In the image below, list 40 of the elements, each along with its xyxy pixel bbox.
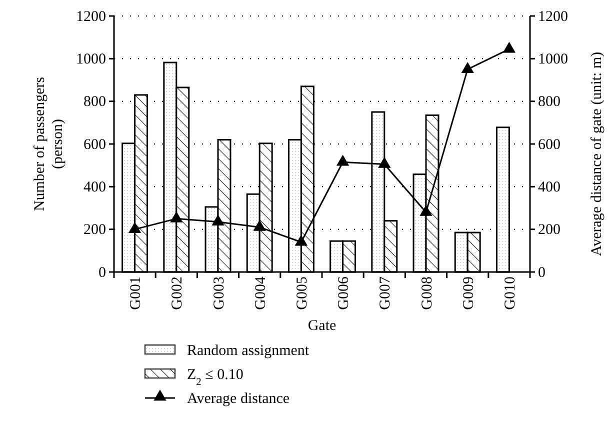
x-tick-label: G008: [419, 276, 436, 310]
point: [212, 214, 224, 226]
x-tick-label: G010: [502, 276, 518, 310]
y2-tick-label: 1200: [538, 8, 568, 25]
point: [128, 222, 142, 234]
point: [420, 204, 432, 216]
point: [502, 42, 516, 53]
y-tick-label: 1200: [76, 8, 106, 25]
x-tick-label: G009: [460, 276, 477, 310]
y-tick-label: 200: [84, 222, 106, 238]
y2-axis-title: Average distance of gate (unit: m): [589, 52, 605, 256]
y2-tick-label: 0: [538, 264, 546, 281]
y2-tick-label: 600: [538, 136, 560, 153]
legend-label: Average distance: [187, 391, 290, 407]
x-tick-label: G006: [336, 276, 352, 310]
y-tick-label: 800: [84, 94, 106, 110]
point: [253, 220, 266, 231]
x-axis-title: Gate: [308, 318, 336, 334]
point: [336, 154, 350, 166]
y2-tick-label: 200: [538, 222, 560, 238]
x-tick-label: G003: [211, 276, 228, 310]
point: [461, 62, 474, 74]
y-tick-label: 400: [84, 179, 106, 196]
legend-label: Random assignment: [187, 343, 310, 359]
y2-tick-label: 800: [538, 94, 560, 110]
point: [294, 234, 308, 246]
x-tick-label: G007: [378, 276, 394, 310]
y-axis-title: Number of passengers (person): [32, 76, 66, 212]
legend-label: Z$_{2}$ ≤ 0.10: [187, 367, 244, 388]
y-tick-label: 0: [98, 264, 106, 281]
point: [170, 211, 183, 222]
x-tick-label: G001: [128, 276, 144, 310]
x-tick-label: G004: [252, 276, 269, 310]
point: [378, 156, 391, 168]
y-tick-label: 1000: [76, 51, 106, 68]
y2-tick-label: 400: [538, 179, 560, 196]
x-tick-label: G005: [294, 276, 310, 310]
x-tick-label: G002: [170, 276, 186, 310]
y2-tick-label: 1000: [538, 51, 568, 68]
y-tick-label: 600: [84, 136, 106, 153]
